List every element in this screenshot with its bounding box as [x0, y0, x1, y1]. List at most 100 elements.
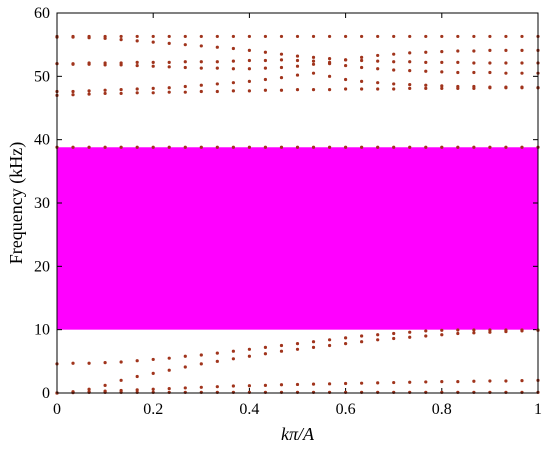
y-axis-label: Frequency (kHz): [6, 142, 27, 264]
data-point: [472, 84, 476, 89]
y-tick-label: 40: [34, 132, 50, 149]
data-point: [344, 381, 348, 386]
data-point: [408, 145, 412, 149]
data-point: [103, 389, 107, 393]
data-point: [344, 77, 348, 82]
data-point: [504, 379, 508, 383]
data-point: [247, 347, 251, 351]
data-point: [87, 387, 91, 391]
data-point: [504, 48, 508, 52]
data-point: [392, 380, 396, 385]
data-point: [311, 59, 316, 63]
data-point: [183, 60, 187, 64]
data-point: [424, 86, 428, 90]
data-point: [520, 71, 524, 75]
data-point: [408, 60, 412, 64]
data-point: [183, 34, 187, 39]
data-point: [247, 384, 251, 388]
x-tick-label: 1: [534, 401, 542, 418]
data-point: [279, 76, 284, 80]
data-point: [440, 333, 444, 337]
data-point: [279, 349, 284, 353]
data-point: [183, 386, 187, 390]
data-point: [344, 58, 348, 62]
data-point: [71, 89, 75, 94]
data-point: [231, 59, 235, 63]
data-point: [376, 53, 380, 58]
data-point: [424, 50, 428, 54]
data-point: [215, 145, 219, 149]
data-point: [408, 335, 412, 339]
data-point: [327, 62, 332, 66]
data-point: [119, 88, 123, 92]
data-point: [295, 88, 300, 92]
plot-frame: [56, 12, 539, 394]
data-point: [135, 39, 139, 43]
data-point: [311, 345, 316, 349]
data-point: [472, 379, 476, 383]
y-tick-labels: 0 10 20 30 40 50 60: [34, 5, 50, 402]
data-point: [247, 89, 251, 93]
data-point: [71, 145, 75, 149]
data-point: [215, 66, 219, 70]
data-point: [488, 145, 492, 149]
data-point: [231, 46, 235, 51]
data-point: [119, 34, 123, 39]
data-point: [392, 60, 396, 64]
data-point: [263, 383, 268, 387]
data-point: [135, 91, 139, 95]
data-point: [71, 62, 75, 66]
data-point: [103, 88, 107, 92]
data-point: [263, 145, 268, 149]
data-point: [344, 87, 348, 91]
data-point: [71, 93, 75, 97]
data-point: [263, 345, 268, 349]
data-point: [295, 54, 300, 58]
data-point: [279, 343, 284, 348]
data-point: [440, 84, 444, 88]
data-point: [247, 79, 251, 83]
data-point: [488, 330, 492, 334]
data-point: [392, 331, 396, 336]
data-point: [247, 354, 251, 358]
data-point: [440, 380, 444, 384]
data-point: [87, 89, 91, 93]
data-point: [472, 61, 476, 65]
data-point: [167, 41, 171, 46]
data-point: [167, 368, 171, 372]
data-point: [151, 387, 155, 391]
data-point: [456, 380, 460, 384]
data-point: [376, 381, 380, 385]
data-point: [424, 145, 428, 149]
data-point: [408, 69, 412, 73]
data-point: [135, 63, 139, 68]
data-point: [472, 145, 476, 149]
data-point: [311, 71, 316, 75]
data-point: [279, 145, 284, 149]
data-point: [167, 386, 171, 391]
data-point: [488, 70, 492, 75]
data-point: [392, 34, 396, 39]
data-point: [440, 70, 444, 74]
x-tick-label: 0: [53, 401, 61, 418]
x-tick-label: 0.8: [432, 401, 452, 418]
data-point: [183, 90, 187, 94]
data-point: [360, 340, 364, 344]
data-point: [392, 82, 396, 86]
data-point: [199, 145, 203, 149]
data-point: [408, 86, 412, 90]
data-point: [327, 338, 332, 342]
data-point: [408, 51, 412, 55]
data-point: [183, 354, 187, 358]
data-point: [103, 61, 107, 65]
data-point: [183, 43, 187, 47]
x-tick-label: 0.4: [239, 401, 259, 418]
data-point: [231, 384, 235, 388]
data-point: [183, 365, 187, 369]
data-point: [119, 145, 123, 149]
data-point: [376, 67, 380, 71]
data-point: [151, 145, 155, 149]
data-point: [87, 145, 91, 149]
data-point: [135, 388, 139, 392]
